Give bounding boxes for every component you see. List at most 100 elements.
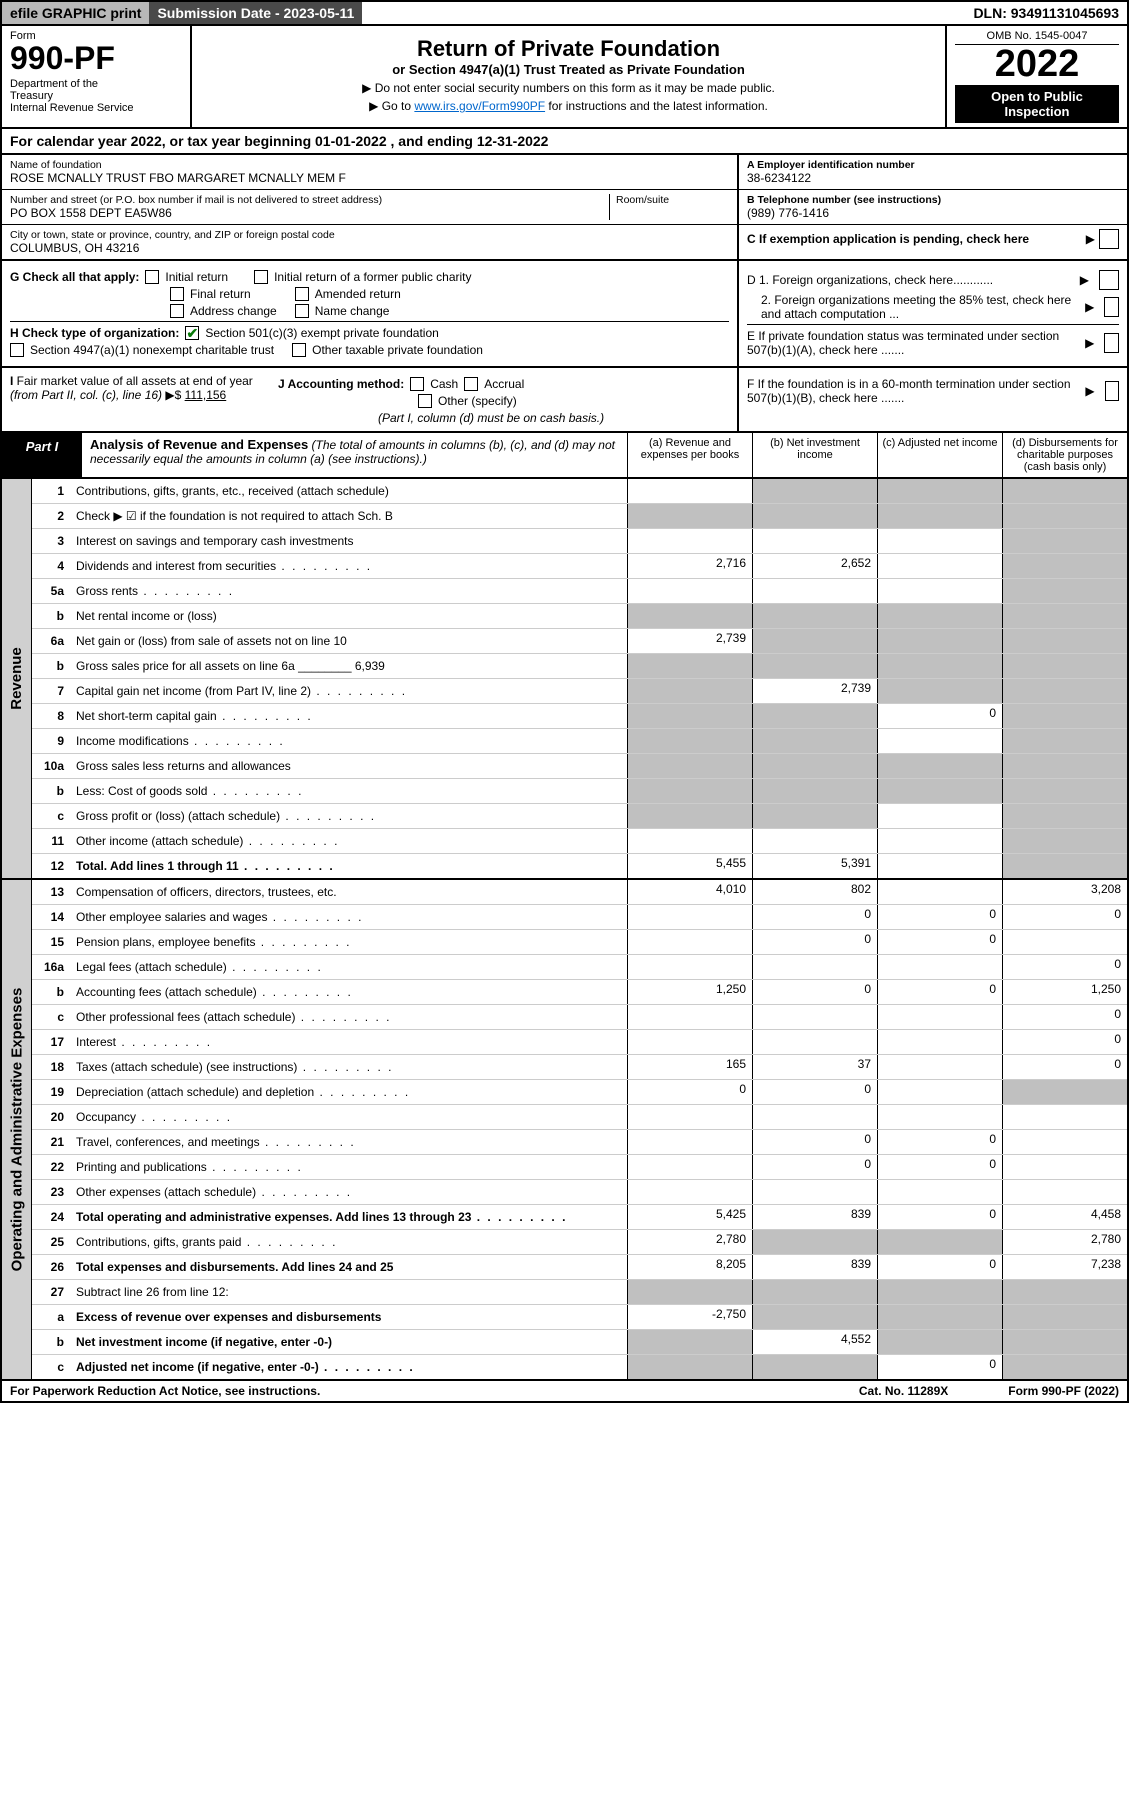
data-cell: -2,750 <box>627 1305 752 1329</box>
data-cell <box>877 1280 1002 1304</box>
data-cell <box>877 579 1002 603</box>
data-cell <box>877 529 1002 553</box>
part-title: Analysis of Revenue and Expenses <box>90 437 308 452</box>
data-cell <box>877 504 1002 528</box>
data-cell <box>1002 1305 1127 1329</box>
row-num: 22 <box>32 1160 72 1174</box>
data-cell <box>627 829 752 853</box>
dln-label: DLN: 93491131045693 <box>965 2 1127 24</box>
row-desc: Other employee salaries and wages <box>72 908 627 926</box>
other-method-checkbox[interactable] <box>418 394 432 408</box>
row-num: c <box>32 809 72 823</box>
amended-return-checkbox[interactable] <box>295 287 309 301</box>
row-num: 8 <box>32 709 72 723</box>
d1-checkbox[interactable] <box>1099 270 1119 290</box>
row-num: 3 <box>32 534 72 548</box>
data-cell <box>627 479 752 503</box>
data-cell <box>1002 604 1127 628</box>
row-num: 2 <box>32 509 72 523</box>
table-row: 8Net short-term capital gain0 <box>32 704 1127 729</box>
data-cell <box>1002 754 1127 778</box>
data-cell: 0 <box>752 1080 877 1104</box>
table-row: bGross sales price for all assets on lin… <box>32 654 1127 679</box>
form-note-1: ▶ Do not enter social security numbers o… <box>200 81 937 95</box>
data-cell <box>627 654 752 678</box>
table-row: 14Other employee salaries and wages000 <box>32 905 1127 930</box>
ein-label: A Employer identification number <box>747 159 1119 171</box>
table-row: 19Depreciation (attach schedule) and dep… <box>32 1080 1127 1105</box>
row-num: 15 <box>32 935 72 949</box>
data-cell <box>752 1230 877 1254</box>
address-change-checkbox[interactable] <box>170 304 184 318</box>
4947-checkbox[interactable] <box>10 343 24 357</box>
data-cell <box>877 604 1002 628</box>
d2-label: 2. Foreign organizations meeting the 85%… <box>761 293 1079 321</box>
data-cell <box>627 1280 752 1304</box>
data-cell <box>1002 479 1127 503</box>
data-cell: 839 <box>752 1205 877 1229</box>
row-desc: Accounting fees (attach schedule) <box>72 983 627 1001</box>
accrual-checkbox[interactable] <box>464 377 478 391</box>
data-cell: 1,250 <box>1002 980 1127 1004</box>
f-checkbox[interactable] <box>1105 381 1119 401</box>
501c3-checkbox[interactable] <box>185 326 199 340</box>
data-cell <box>627 1180 752 1204</box>
row-num: b <box>32 609 72 623</box>
data-cell: 0 <box>752 980 877 1004</box>
table-row: 27Subtract line 26 from line 12: <box>32 1280 1127 1305</box>
expenses-table: Operating and Administrative Expenses 13… <box>0 880 1129 1381</box>
room-label: Room/suite <box>616 194 729 206</box>
hij-section: I Fair market value of all assets at end… <box>0 368 1129 433</box>
row-num: b <box>32 659 72 673</box>
row-desc: Total expenses and disbursements. Add li… <box>72 1258 627 1276</box>
data-cell: 4,010 <box>627 880 752 904</box>
name-label: Name of foundation <box>10 159 729 171</box>
data-cell: 0 <box>752 930 877 954</box>
row-num: 19 <box>32 1085 72 1099</box>
data-cell <box>752 704 877 728</box>
data-cell <box>1002 554 1127 578</box>
data-cell: 0 <box>877 704 1002 728</box>
table-row: 21Travel, conferences, and meetings00 <box>32 1130 1127 1155</box>
final-return-checkbox[interactable] <box>170 287 184 301</box>
other-taxable-checkbox[interactable] <box>292 343 306 357</box>
data-cell <box>877 554 1002 578</box>
address-label: Number and street (or P.O. box number if… <box>10 194 609 206</box>
row-desc: Pension plans, employee benefits <box>72 933 627 951</box>
data-cell <box>1002 1080 1127 1104</box>
row-num: 12 <box>32 859 72 873</box>
row-desc: Adjusted net income (if negative, enter … <box>72 1358 627 1376</box>
data-cell <box>627 1030 752 1054</box>
row-desc: Gross sales less returns and allowances <box>72 757 627 775</box>
data-cell <box>1002 1355 1127 1379</box>
data-cell: 0 <box>1002 1030 1127 1054</box>
row-desc: Printing and publications <box>72 1158 627 1176</box>
data-cell <box>1002 629 1127 653</box>
name-change-checkbox[interactable] <box>295 304 309 318</box>
row-num: 14 <box>32 910 72 924</box>
row-num: 20 <box>32 1110 72 1124</box>
e-checkbox[interactable] <box>1104 333 1119 353</box>
row-desc: Taxes (attach schedule) (see instruction… <box>72 1058 627 1076</box>
data-cell: 0 <box>877 1355 1002 1379</box>
data-cell <box>752 604 877 628</box>
cash-checkbox[interactable] <box>410 377 424 391</box>
data-cell: 2,739 <box>627 629 752 653</box>
data-cell <box>1002 779 1127 803</box>
row-desc: Capital gain net income (from Part IV, l… <box>72 682 627 700</box>
data-cell <box>1002 1130 1127 1154</box>
initial-return-checkbox[interactable] <box>145 270 159 284</box>
data-cell <box>1002 654 1127 678</box>
table-row: 22Printing and publications00 <box>32 1155 1127 1180</box>
exemption-checkbox[interactable] <box>1099 229 1119 249</box>
initial-former-checkbox[interactable] <box>254 270 268 284</box>
data-cell: 0 <box>1002 905 1127 929</box>
efile-label[interactable]: efile GRAPHIC print <box>2 2 149 24</box>
row-num: 4 <box>32 559 72 573</box>
col-c-header: (c) Adjusted net income <box>877 433 1002 477</box>
irs-link[interactable]: www.irs.gov/Form990PF <box>414 99 545 113</box>
row-desc: Check ▶ ☑ if the foundation is not requi… <box>72 507 627 525</box>
d2-checkbox[interactable] <box>1104 297 1119 317</box>
f-label: F If the foundation is in a 60-month ter… <box>747 377 1079 405</box>
table-row: cAdjusted net income (if negative, enter… <box>32 1355 1127 1379</box>
